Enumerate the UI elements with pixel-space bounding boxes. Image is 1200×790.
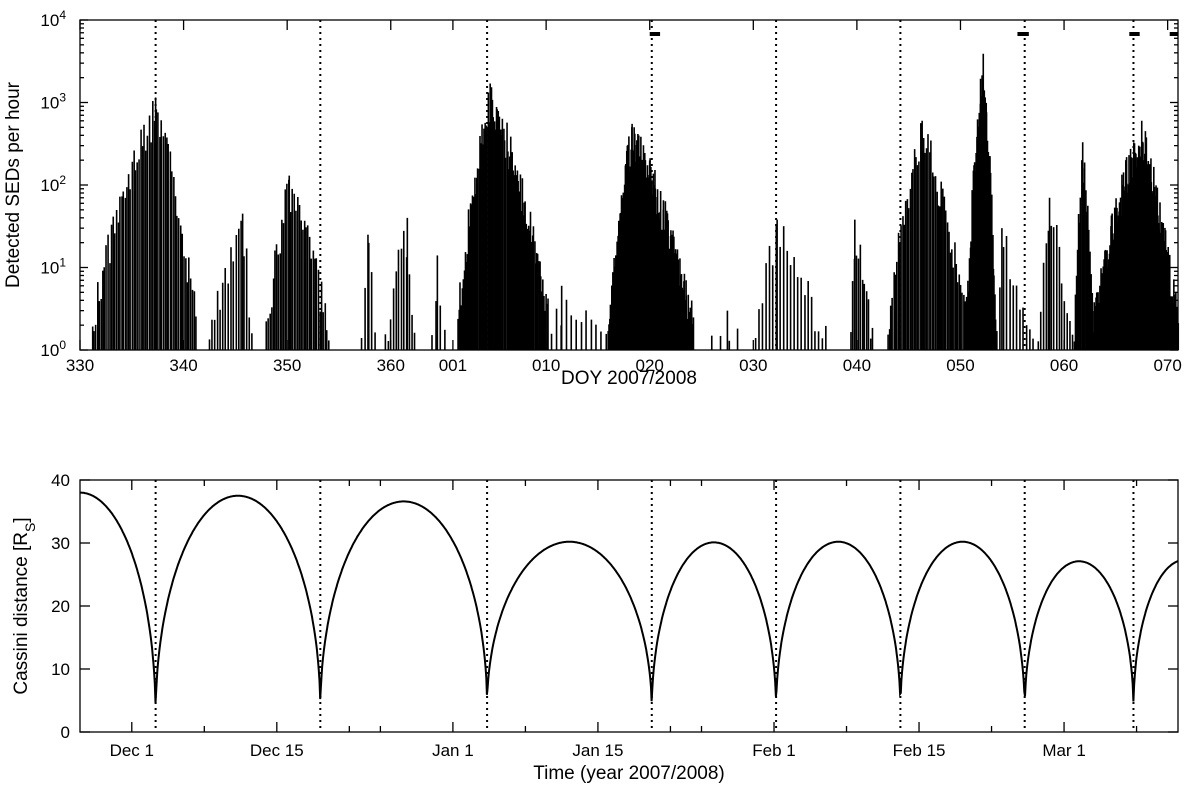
top-x-tick-label: 070 (1153, 356, 1181, 375)
top-x-tick-label: 001 (439, 356, 467, 375)
closest-approach-markers-top (154, 20, 1135, 350)
bottom-x-tick-label: Jan 1 (432, 741, 474, 760)
bottom-plot-frame (79, 479, 1179, 733)
top-x-tick-label: 350 (273, 356, 301, 375)
top-x-tick-label: 010 (532, 356, 560, 375)
bottom-x-tick-label: Dec 15 (250, 741, 304, 760)
top-x-tick-label: 030 (739, 356, 767, 375)
bottom-y-axis-label-sub: S (22, 523, 38, 532)
bottom-x-axis-label: Time (year 2007/2008) (533, 763, 725, 784)
bottom-y-ticks: 0 10 20 30 40 (51, 471, 1178, 742)
top-y-tick-label: 100 (40, 338, 66, 360)
top-x-ticks: 330 340 350 360 001 010 020 030 040 050 060 070 (66, 20, 1182, 375)
sed-rate-panel: 330 340 350 360 001 010 020 030 040 050 060 070 100… (3, 8, 1182, 389)
bottom-x-tick-label: Dec 1 (110, 741, 154, 760)
top-x-tick-label: 020 (636, 356, 664, 375)
top-y-tick-exponent: 2 (59, 173, 66, 187)
bottom-y-tick-label: 40 (51, 471, 70, 490)
top-x-tick-label: 040 (843, 356, 871, 375)
top-x-tick-label: 050 (946, 356, 974, 375)
top-x-axis-label: DOY 2007/2008 (561, 368, 697, 389)
top-y-tick-exponent: 1 (59, 256, 66, 270)
bottom-y-axis-label-main: Cassini distance [R (11, 532, 32, 695)
bottom-x-tick-label: Mar 1 (1042, 741, 1085, 760)
bottom-y-tick-label: 10 (51, 660, 70, 679)
top-y-tick-exponent: 3 (59, 91, 66, 105)
top-x-tick-label: 340 (169, 356, 197, 375)
sed-bars (91, 53, 1180, 350)
bottom-x-tick-label: Feb 15 (893, 741, 946, 760)
top-y-tick-label: 103 (40, 91, 66, 113)
top-y-tick-label: 104 (40, 8, 66, 30)
bottom-y-tick-label: 0 (61, 723, 70, 742)
top-x-tick-label: 060 (1050, 356, 1078, 375)
top-x-tick-label: 330 (66, 356, 94, 375)
bottom-y-axis-label: Cassini distance [RS] (11, 517, 38, 694)
bottom-x-ticks: Dec 1 Dec 15 Jan 1 Jan 15 Feb 1 Feb 15 Mar 1 (110, 480, 1138, 760)
bottom-y-tick-label: 30 (51, 534, 70, 553)
top-y-tick-label: 102 (40, 173, 66, 195)
distance-curve (80, 491, 1179, 704)
top-y-tick-label: 101 (40, 256, 66, 278)
top-x-tick-label: 360 (377, 356, 405, 375)
bottom-x-tick-label: Feb 1 (752, 741, 795, 760)
top-y-tick-exponent: 0 (59, 338, 66, 352)
top-y-axis-label: Detected SEDs per hour (3, 81, 24, 288)
cassini-distance-panel: Dec 1 Dec 15 Jan 1 Jan 15 Feb 1 Feb 15 Mar 1 0… (11, 471, 1179, 784)
bottom-x-tick-label: Jan 15 (572, 741, 623, 760)
bottom-y-tick-label: 20 (51, 597, 70, 616)
top-y-tick-exponent: 4 (59, 8, 66, 22)
bottom-y-axis-label-end: ] (11, 517, 32, 522)
closest-approach-markers-bottom (154, 480, 1135, 732)
